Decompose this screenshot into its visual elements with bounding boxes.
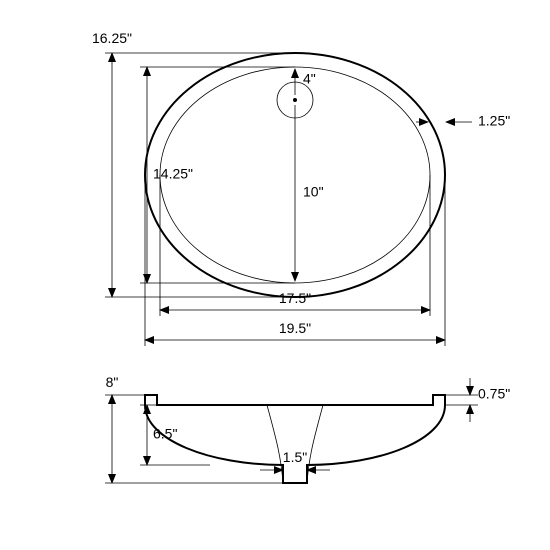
label-total-height: 8" bbox=[106, 374, 119, 390]
dim-inner-width: 17.5" bbox=[160, 290, 430, 310]
dimension-drawing: 4" 10" 1.25" 16.25" 14.25" bbox=[0, 0, 550, 550]
label-outer-height: 16.25" bbox=[92, 30, 132, 46]
label-lip: 0.75" bbox=[478, 386, 510, 402]
side-outline bbox=[145, 395, 445, 483]
side-view: 8" 6.5" 0.75" 1.5" bbox=[105, 374, 510, 483]
dim-outer-width: 19.5" bbox=[145, 320, 445, 340]
dim-inner-height: 14.25" bbox=[147, 67, 193, 283]
side-funnel bbox=[267, 405, 323, 483]
dim-bowl-depth: 6.5" bbox=[147, 405, 177, 465]
label-outer-width: 19.5" bbox=[279, 320, 311, 336]
dim-drain-width: 1.5" bbox=[260, 449, 330, 470]
top-view: 4" 10" 1.25" 16.25" 14.25" bbox=[92, 30, 510, 346]
label-rim: 1.25" bbox=[478, 113, 510, 129]
label-bowl-depth: 6.5" bbox=[153, 426, 177, 442]
label-drain-to-top: 4" bbox=[303, 71, 316, 87]
label-inner-width: 17.5" bbox=[279, 290, 311, 306]
label-drain-to-bottom: 10" bbox=[303, 184, 324, 200]
dim-outer-height: 16.25" bbox=[92, 30, 132, 297]
dim-total-height: 8" bbox=[106, 374, 119, 483]
dim-lip: 0.75" bbox=[445, 378, 510, 422]
label-drain-width: 1.5" bbox=[283, 449, 307, 465]
label-inner-height: 14.25" bbox=[153, 166, 193, 182]
